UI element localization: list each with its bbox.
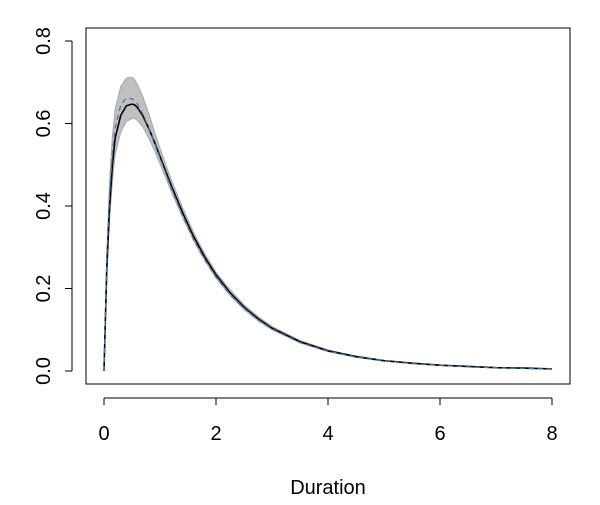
y-tick-label: 0.0 [33,357,55,385]
y-tick-label: 0.2 [33,275,55,303]
series-line-reference [103,97,553,372]
x-tick-label: 0 [98,423,109,445]
axis-layer: 0 2 4 6 8 0.0 0.2 0.4 0.6 0.8 [33,27,558,445]
y-tick-label: 0.4 [33,192,55,220]
y-tick-label: 0.6 [33,110,55,138]
series-line-estimate [103,103,553,372]
x-tick-label: 6 [434,423,445,445]
x-tick-label: 2 [210,423,221,445]
confidence-band-layer [103,76,553,372]
x-axis-title: Duration [290,477,366,499]
series-layer [103,97,553,372]
x-tick-label: 8 [546,423,557,445]
plot-frame [85,27,571,385]
x-tick-label: 4 [322,423,333,445]
confidence-band [103,76,553,372]
y-tick-label: 0.8 [33,27,55,55]
